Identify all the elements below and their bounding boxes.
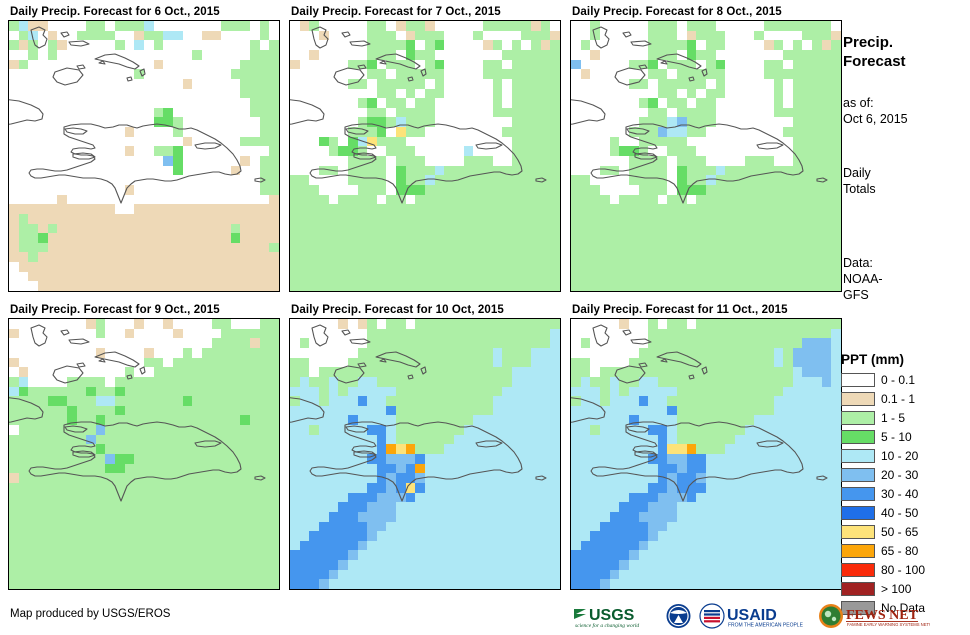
svg-text:FEWS NET: FEWS NET xyxy=(846,608,919,623)
panel-9oct-raster xyxy=(9,319,279,589)
sidebar-source-line2: NOAA- xyxy=(843,272,883,286)
legend-swatch xyxy=(841,449,875,463)
sidebar-title-line1: Precip. xyxy=(843,34,894,51)
sidebar-source-block: Data: NOAA- GFS xyxy=(843,255,883,303)
legend-swatch xyxy=(841,430,875,444)
panel-6oct-map[interactable] xyxy=(8,20,280,292)
svg-text:USAID: USAID xyxy=(727,607,777,624)
legend-row: > 100 xyxy=(838,580,970,598)
sidebar-asof-date: Oct 6, 2015 xyxy=(843,112,908,126)
logo-strip: USGS science for a changing world USAID … xyxy=(572,601,930,631)
legend-label: 5 - 10 xyxy=(881,430,912,444)
panel-9oct-map[interactable] xyxy=(8,318,280,590)
svg-text:FROM THE AMERICAN PEOPLE: FROM THE AMERICAN PEOPLE xyxy=(728,623,804,629)
legend-row: 0 - 0.1 xyxy=(838,371,970,389)
legend-rows: 0 - 0.1 0.1 - 1 1 - 5 5 - 10 10 - 20 20 - 30 3… xyxy=(838,371,970,617)
svg-text:USGS: USGS xyxy=(589,607,635,624)
sidebar-asof-label: as of: xyxy=(843,96,874,110)
panel-11oct-raster xyxy=(571,319,841,589)
legend-swatch xyxy=(841,373,875,387)
legend-label: 10 - 20 xyxy=(881,449,919,463)
panel-11oct: Daily Precip. Forecast for 11 Oct., 2015 xyxy=(570,302,842,590)
panel-6oct-raster xyxy=(9,21,279,291)
legend-swatch xyxy=(841,525,875,539)
legend-swatch xyxy=(841,468,875,482)
legend-label: 20 - 30 xyxy=(881,468,919,482)
legend-row: 80 - 100 xyxy=(838,561,970,579)
panel-11oct-map[interactable] xyxy=(570,318,842,590)
panel-9oct-title: Daily Precip. Forecast for 9 Oct., 2015 xyxy=(10,304,220,316)
panel-8oct-title: Daily Precip. Forecast for 8 Oct., 2015 xyxy=(572,6,782,18)
noaa-logo[interactable] xyxy=(665,603,692,629)
legend-label: 30 - 40 xyxy=(881,487,919,501)
legend-row: No Data xyxy=(838,599,970,617)
panel-8oct: Daily Precip. Forecast for 8 Oct., 2015 xyxy=(570,4,842,292)
sidebar-title: Precip. Forecast xyxy=(843,33,906,71)
panel-7oct: Daily Precip. Forecast for 7 Oct., 2015 xyxy=(289,4,561,292)
panel-8oct-raster xyxy=(571,21,841,291)
legend-row: 65 - 80 xyxy=(838,542,970,560)
legend: PPT (mm) 0 - 0.1 0.1 - 1 1 - 5 5 - 10 10 - 2… xyxy=(838,352,970,618)
legend-swatch xyxy=(841,487,875,501)
svg-text:FAMINE EARLY WARNING SYSTEMS N: FAMINE EARLY WARNING SYSTEMS NETWORK xyxy=(847,622,930,627)
legend-title: PPT (mm) xyxy=(841,352,905,367)
panel-8oct-map[interactable] xyxy=(570,20,842,292)
legend-row: 1 - 5 xyxy=(838,409,970,427)
fewsnet-logo[interactable]: FEWS NET FAMINE EARLY WARNING SYSTEMS NE… xyxy=(818,603,930,629)
legend-label: 40 - 50 xyxy=(881,506,919,520)
panel-6oct-title: Daily Precip. Forecast for 6 Oct., 2015 xyxy=(10,6,220,18)
panel-6oct: Daily Precip. Forecast for 6 Oct., 2015 xyxy=(8,4,280,292)
sidebar-interval-line1: Daily xyxy=(843,166,871,180)
legend-swatch xyxy=(841,506,875,520)
legend-row: 30 - 40 xyxy=(838,485,970,503)
panel-7oct-title: Daily Precip. Forecast for 7 Oct., 2015 xyxy=(291,6,501,18)
legend-swatch xyxy=(841,582,875,596)
legend-label: 0 - 0.1 xyxy=(881,373,916,387)
panel-7oct-map[interactable] xyxy=(289,20,561,292)
legend-swatch xyxy=(841,411,875,425)
legend-row: 0.1 - 1 xyxy=(838,390,970,408)
panel-7oct-raster xyxy=(290,21,560,291)
legend-label: No Data xyxy=(881,601,926,615)
panel-10oct-raster xyxy=(290,319,560,589)
legend-swatch xyxy=(841,563,875,577)
svg-text:science for a changing world: science for a changing world xyxy=(575,622,639,629)
legend-label: 0.1 - 1 xyxy=(881,392,916,406)
panel-9oct: Daily Precip. Forecast for 9 Oct., 2015 xyxy=(8,302,280,590)
panel-11oct-title: Daily Precip. Forecast for 11 Oct., 2015 xyxy=(572,304,788,316)
legend-swatch xyxy=(841,392,875,406)
map-credit: Map produced by USGS/EROS xyxy=(10,608,171,620)
sidebar-asof-block: as of: Oct 6, 2015 xyxy=(843,95,908,127)
legend-label: 50 - 65 xyxy=(881,525,919,539)
panel-10oct-title: Daily Precip. Forecast for 10 Oct, 2015 xyxy=(291,304,504,316)
map-panel-grid: Daily Precip. Forecast for 6 Oct., 2015 D… xyxy=(8,4,842,590)
sidebar-source-line3: GFS xyxy=(843,288,869,302)
legend-label: 80 - 100 xyxy=(881,563,926,577)
legend-swatch xyxy=(841,601,875,615)
legend-row: 10 - 20 xyxy=(838,447,970,465)
legend-label: > 100 xyxy=(881,582,912,596)
usaid-logo[interactable]: USAID FROM THE AMERICAN PEOPLE xyxy=(699,603,811,629)
legend-label: 65 - 80 xyxy=(881,544,919,558)
sidebar-title-line2: Forecast xyxy=(843,53,906,70)
panel-10oct-map[interactable] xyxy=(289,318,561,590)
legend-row: 20 - 30 xyxy=(838,466,970,484)
panel-10oct: Daily Precip. Forecast for 10 Oct, 2015 xyxy=(289,302,561,590)
legend-row: 5 - 10 xyxy=(838,428,970,446)
legend-row: 40 - 50 xyxy=(838,504,970,522)
sidebar-source-label: Data: xyxy=(843,256,873,270)
legend-label: 1 - 5 xyxy=(881,411,906,425)
sidebar-interval-line2: Totals xyxy=(843,182,876,196)
sidebar-interval-block: Daily Totals xyxy=(843,165,876,197)
legend-swatch xyxy=(841,544,875,558)
sidebar: Precip. Forecast as of: Oct 6, 2015 Dail… xyxy=(840,0,970,635)
legend-row: 50 - 65 xyxy=(838,523,970,541)
usgs-logo[interactable]: USGS science for a changing world xyxy=(572,603,658,629)
